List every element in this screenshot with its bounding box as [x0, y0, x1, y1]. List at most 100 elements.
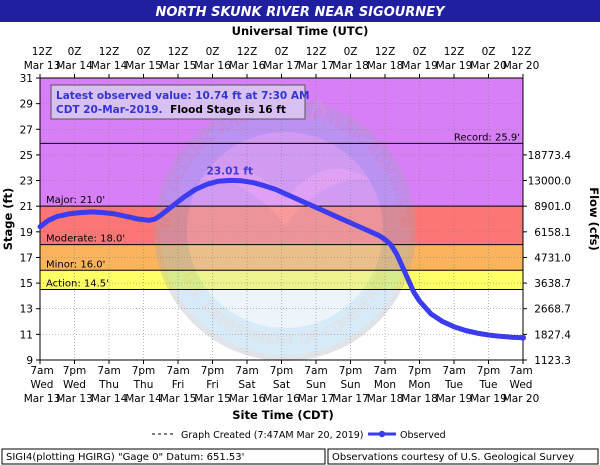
top-tick-date: Mar 20: [470, 60, 507, 72]
bottom-tick-time: 7pm: [477, 365, 501, 377]
bottom-tick-time: 7am: [235, 365, 258, 377]
y-tick-label: 11: [20, 329, 33, 341]
bottom-tick-day: Thu: [98, 379, 119, 391]
info-box-frame: [50, 84, 306, 120]
top-tick-time: 12Z: [444, 46, 465, 58]
y-tick-label: 9: [26, 355, 33, 367]
bottom-tick-time: 7am: [30, 365, 53, 377]
legend-observed-label: Observed: [400, 430, 446, 441]
bottom-tick-day: Thu: [133, 379, 154, 391]
bottom-tick-time: 7pm: [201, 365, 225, 377]
info-box-date: CDT 20-Mar-2019.: [56, 104, 163, 116]
footer-left-box: [1, 448, 326, 465]
info-box-line1: Latest observed value: 10.74 ft at 7:30 …: [56, 90, 309, 102]
top-axis-title: Universal Time (UTC): [232, 24, 369, 38]
bottom-tick-time: 7am: [442, 365, 465, 377]
y-tick-label: 19: [20, 227, 33, 239]
bottom-tick-time: 7pm: [339, 365, 363, 377]
bottom-tick-date: Mar 18: [401, 393, 438, 405]
bottom-tick-date: Mar 13: [56, 393, 93, 405]
top-tick-date: Mar 13: [24, 60, 61, 72]
top-tick-time: 0Z: [137, 46, 151, 58]
x-axis-title: Site Time (CDT): [232, 408, 333, 422]
bottom-tick-date: Mar 16: [229, 393, 266, 405]
top-tick-time: 0Z: [68, 46, 82, 58]
bottom-tick-day: Fri: [206, 379, 219, 391]
bottom-tick-time: 7pm: [132, 365, 156, 377]
top-tick-date: Mar 14: [91, 60, 128, 72]
top-tick-time: 12Z: [511, 46, 532, 58]
bottom-tick-day: Sun: [341, 379, 361, 391]
observed-line: [37, 177, 526, 341]
bottom-tick-date: Mar 17: [332, 393, 369, 405]
info-box-flood-stage: Flood Stage is 16 ft: [170, 104, 286, 116]
bottom-tick-date: Mar 15: [194, 393, 231, 405]
top-tick-time: 12Z: [375, 46, 396, 58]
flow-tick-label: 13000.0: [528, 176, 571, 188]
bottom-tick-time: 7am: [509, 365, 532, 377]
bottom-tick-day: Wed: [63, 379, 86, 391]
bottom-tick-time: 7am: [304, 365, 327, 377]
watermark-seal-inner: [187, 132, 383, 328]
bottom-tick-time: 7pm: [408, 365, 432, 377]
top-tick-time: 0Z: [206, 46, 220, 58]
y-tick-label: 15: [20, 278, 33, 290]
bottom-tick-date: Mar 18: [367, 393, 404, 405]
top-tick-time: 12Z: [32, 46, 53, 58]
bottom-tick-date: Mar 17: [298, 393, 335, 405]
top-tick-date: Mar 15: [160, 60, 197, 72]
y-tick-label: 27: [20, 124, 33, 136]
bottom-tick-day: Tue: [479, 379, 498, 391]
y-axis-left: 9 11 13 15 17 19 21 23 25 27 29 31: [20, 73, 40, 367]
top-tick-date: Mar 17: [298, 60, 335, 72]
chart-title: NORTH SKUNK RIVER NEAR SIGOURNEY: [156, 5, 447, 20]
bottom-tick-time: 7am: [166, 365, 189, 377]
y-tick-label: 13: [20, 304, 33, 316]
bottom-tick-day: Sat: [273, 379, 290, 391]
threshold-label-action: Action: 14.5': [46, 279, 109, 290]
y-tick-label: 31: [20, 73, 33, 85]
top-tick-date: Mar 17: [263, 60, 300, 72]
footer-credit: Observations courtesy of U.S. Geological…: [332, 452, 574, 463]
threshold-lines: Record: 25.9' Major: 21.0' Moderate: 18.0'…: [40, 132, 523, 290]
latest-observation-point: [520, 334, 526, 341]
top-tick-date: Mar 18: [332, 60, 369, 72]
flow-tick-label: 1123.3: [534, 355, 571, 367]
legend-observed-marker: [378, 430, 386, 438]
bottom-tick-date: Mar 16: [263, 393, 300, 405]
top-tick-time: 0Z: [482, 46, 496, 58]
bottom-tick-date: Mar 14: [91, 393, 128, 405]
bottom-tick-date: Mar 20: [503, 393, 540, 405]
top-tick-time: 12Z: [237, 46, 258, 58]
flow-tick-label: 2668.7: [534, 304, 571, 316]
info-box-line2: CDT 20-Mar-2019. Flood Stage is 16 ft: [56, 104, 286, 116]
threshold-label-minor: Minor: 16.0': [46, 259, 105, 270]
flow-tick-label: 1827.4: [534, 329, 571, 341]
bottom-tick-time: 7am: [97, 365, 120, 377]
legend-graph-created-label: Graph Created (7:47AM Mar 20, 2019): [181, 430, 364, 441]
top-tick-time: 12Z: [99, 46, 120, 58]
top-tick-time: 0Z: [413, 46, 427, 58]
footer-right-box: [327, 448, 599, 465]
y-tick-label: 25: [20, 150, 33, 162]
top-tick-date: Mar 20: [503, 60, 540, 72]
top-tick-time: 0Z: [275, 46, 289, 58]
bottom-tick-day: Mon: [408, 379, 430, 391]
bottom-tick-time: 7pm: [63, 365, 87, 377]
observed-series: [37, 177, 526, 341]
top-tick-date: Mar 18: [367, 60, 404, 72]
flow-tick-label: 4731.0: [534, 252, 571, 264]
bottom-tick-date: Mar 13: [24, 393, 61, 405]
footer-datum: SIGI4(plotting HGIRG) "Gage 0" Datum: 65…: [6, 452, 244, 463]
bottom-tick-date: Mar 19: [470, 393, 507, 405]
bottom-tick-time: 7am: [373, 365, 396, 377]
y-tick-label: 21: [20, 201, 33, 213]
top-tick-date: Mar 19: [436, 60, 473, 72]
flow-tick-label: 6158.1: [534, 227, 571, 239]
bottom-tick-day: Sat: [238, 379, 255, 391]
top-tick-date: Mar 15: [125, 60, 162, 72]
y-tick-label: 29: [20, 99, 33, 111]
